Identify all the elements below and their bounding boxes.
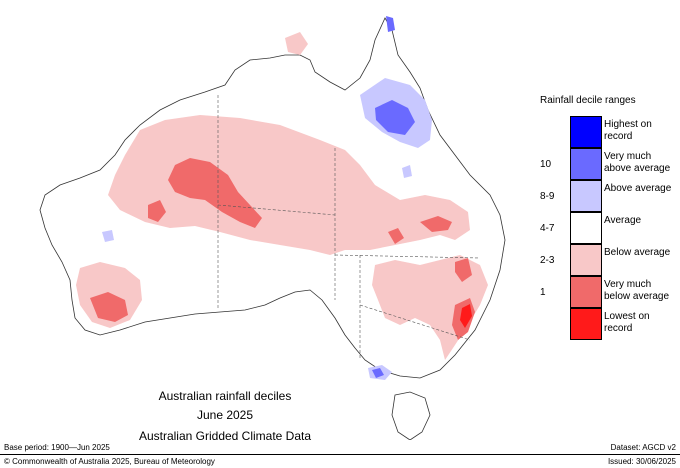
above-average-wa-west [102, 230, 114, 242]
footer-divider [0, 454, 680, 455]
issued-date: Issued: 30/06/2025 [607, 457, 676, 466]
legend-range: 8-9 [540, 191, 555, 202]
below-average-north [285, 32, 308, 55]
legend-swatch-lowest [570, 308, 602, 340]
legend-label: Average [604, 215, 642, 226]
legend-row-10: 10 Very much above average [540, 148, 680, 184]
legend-label: Below average [604, 247, 671, 258]
legend-swatch-10 [570, 148, 602, 180]
legend-row-highest: Highest on record [540, 116, 680, 152]
legend-swatch-highest [570, 116, 602, 148]
tasmania [391, 391, 431, 440]
very-much-above-qld [375, 100, 415, 135]
legend-row-lowest: Lowest on record [540, 308, 680, 344]
map-title: Australian rainfall deciles [158, 389, 292, 403]
legend-range: 4-7 [540, 223, 555, 234]
legend-swatch-1 [570, 276, 602, 308]
legend-swatch-4-7 [570, 212, 602, 244]
very-much-above-capeyork [386, 16, 395, 32]
legend-swatch-2-3 [570, 244, 602, 276]
below-average-central [108, 115, 470, 255]
legend-label: Highest on record [604, 119, 652, 142]
legend-label: Lowest on record [604, 311, 650, 334]
dataset-label: Dataset: AGCD v2 [610, 443, 676, 452]
base-period: Base period: 1900—Jun 2025 [4, 443, 110, 452]
copyright: © Commonwealth of Australia 2025, Bureau… [4, 457, 215, 466]
very-much-below-sw [90, 292, 128, 322]
above-average-east [402, 165, 412, 178]
legend-range: 1 [540, 287, 546, 298]
very-much-below-small-wa [148, 200, 166, 222]
legend-row-1: 1 Very much below average [540, 276, 680, 312]
legend-swatch-8-9 [570, 180, 602, 212]
legend-title: Rainfall decile ranges [540, 95, 636, 106]
legend-row-8-9: 8-9 Above average [540, 180, 680, 216]
legend-label: Very much below average [604, 279, 670, 302]
very-much-below-nsw-2 [455, 258, 472, 282]
lowest-on-record-coast [460, 304, 472, 328]
very-much-above-victoria [372, 368, 384, 378]
very-much-below-nsw-1 [388, 228, 404, 244]
legend-row-2-3: 2-3 Below average [540, 244, 680, 280]
legend-range: 10 [540, 159, 552, 170]
australia-decile-map [39, 16, 506, 440]
very-much-below-central [168, 158, 262, 228]
legend-range: 2-3 [540, 255, 555, 266]
legend-row-4-7: 4-7 Average [540, 212, 680, 248]
legend-label: Very much above average [604, 151, 671, 174]
map-period: June 2025 [196, 408, 254, 422]
state-borders [217, 95, 481, 360]
map-dataset-caption: Australian Gridded Climate Data [138, 429, 312, 443]
very-much-below-qld [420, 216, 452, 232]
legend-label: Above average [604, 183, 672, 194]
